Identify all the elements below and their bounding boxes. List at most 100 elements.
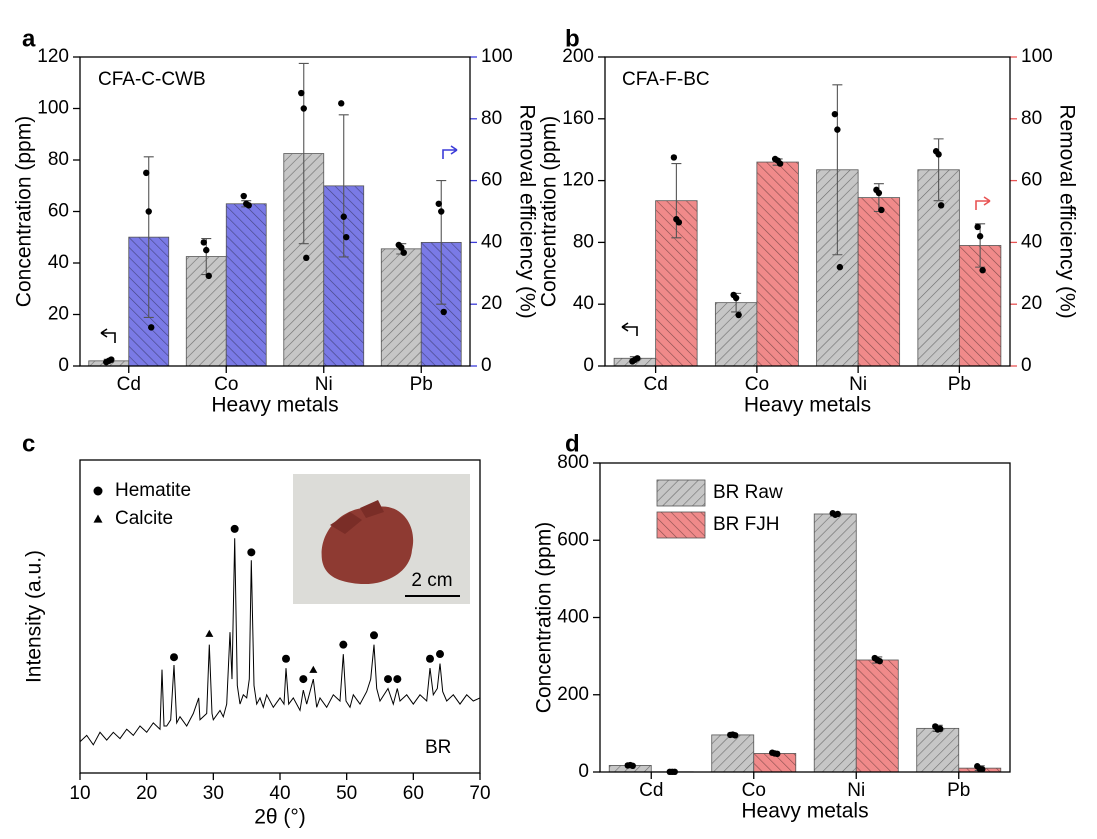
error-bar	[338, 114, 349, 258]
y2-tick-label: 80	[481, 108, 502, 129]
y2-tick-label: 100	[1021, 46, 1053, 67]
y-tick-label: 200	[557, 684, 589, 705]
y-tick-label: 60	[48, 201, 69, 222]
data-point	[303, 254, 310, 262]
axis-arrow	[975, 196, 991, 210]
data-point	[143, 169, 150, 177]
x-tick-label: 30	[203, 783, 224, 804]
data-point	[876, 657, 883, 665]
y2-tick-label: 60	[481, 170, 502, 191]
data-point	[300, 105, 307, 112]
legend-label: BR FJH	[713, 514, 780, 535]
peak-marker	[370, 631, 378, 640]
peak-marker	[339, 640, 348, 649]
data-point	[675, 219, 683, 226]
x-tick-label: Pb	[410, 374, 433, 395]
data-point	[629, 762, 636, 770]
bar	[916, 727, 960, 773]
y-tick-label: 80	[48, 149, 69, 170]
x-tick-label: 40	[269, 783, 290, 804]
plot-frame	[599, 462, 1011, 773]
data-point	[298, 89, 305, 97]
powder-chunk	[330, 500, 384, 534]
x-tick-label: Ni	[847, 780, 865, 801]
axis-title: Removal efficiency (%)	[1055, 104, 1078, 318]
data-point	[776, 160, 784, 167]
data-point	[435, 200, 442, 207]
legend-label: Hematite	[115, 480, 191, 501]
data-point	[400, 249, 407, 256]
y-tick-label: 120	[562, 170, 594, 191]
data-point	[979, 267, 986, 274]
y-tick-label: 160	[562, 108, 594, 129]
y2-tick-label: 40	[1021, 231, 1042, 252]
legend-marker	[93, 514, 103, 523]
x-tick-label: 60	[403, 783, 424, 804]
y2-tick-label: 60	[1021, 170, 1042, 191]
data-point	[875, 189, 883, 197]
peak-marker	[393, 675, 402, 684]
bar	[813, 513, 857, 773]
peak-marker	[436, 650, 444, 659]
y2-tick-label: 80	[1021, 108, 1042, 129]
bar	[225, 203, 267, 367]
error-bar	[933, 138, 944, 202]
plot-frame	[79, 459, 481, 774]
y2-tick-label: 100	[481, 46, 513, 67]
peak-marker	[247, 548, 256, 557]
data-point	[834, 510, 841, 518]
x-tick-label: Ni	[315, 374, 333, 395]
error-bar	[436, 180, 447, 305]
x-tick-label: 10	[69, 783, 90, 804]
x-tick-label: Cd	[117, 374, 141, 395]
x-tick-label: 70	[469, 783, 490, 804]
y-tick-label: 0	[578, 761, 589, 782]
peak-marker	[309, 665, 318, 673]
data-point	[670, 154, 678, 161]
x-tick-label: Co	[745, 374, 769, 395]
data-point	[937, 202, 945, 209]
y-tick-label: 80	[573, 231, 594, 252]
panel-letter: b	[565, 25, 580, 52]
data-point	[974, 223, 981, 231]
data-point	[338, 100, 345, 107]
peak-marker	[282, 654, 290, 663]
data-point	[240, 192, 247, 200]
bar	[756, 161, 799, 367]
x-tick-label: Pb	[948, 374, 971, 395]
data-point	[831, 110, 839, 118]
data-point	[343, 233, 350, 241]
y2-tick-label: 20	[1021, 293, 1042, 314]
x-axis-title: Heavy metals	[211, 394, 338, 417]
axis-title: Concentration (ppm)	[13, 116, 36, 307]
data-point	[205, 272, 212, 280]
x-axis-title: 2θ (°)	[254, 806, 306, 829]
panel-letter: c	[22, 430, 35, 457]
x-tick-label: Co	[742, 780, 766, 801]
peak-marker	[170, 653, 178, 662]
data-point	[634, 355, 641, 362]
annotation: BR	[425, 737, 451, 758]
data-point	[732, 294, 740, 302]
error-bar	[975, 223, 986, 268]
y2-tick-label: 20	[481, 293, 502, 314]
data-point	[108, 356, 115, 363]
axis-arrow	[100, 328, 116, 343]
panel-letter: d	[565, 430, 580, 457]
axis-arrow	[442, 145, 458, 159]
data-point	[245, 202, 252, 209]
scale-label: 2 cm	[411, 570, 452, 591]
data-point	[438, 208, 445, 215]
data-point	[440, 308, 447, 316]
xrd-line	[79, 538, 481, 746]
axis-arrow	[621, 322, 638, 336]
y-tick-label: 400	[557, 607, 589, 628]
y-tick-label: 200	[562, 46, 594, 67]
data-point	[203, 246, 210, 254]
axis-title: Intensity (a.u.)	[23, 550, 46, 683]
y2-tick-label: 40	[481, 231, 502, 252]
peak-marker	[299, 675, 308, 684]
y-tick-label: 0	[58, 355, 69, 376]
x-tick-label: Cd	[643, 374, 667, 395]
